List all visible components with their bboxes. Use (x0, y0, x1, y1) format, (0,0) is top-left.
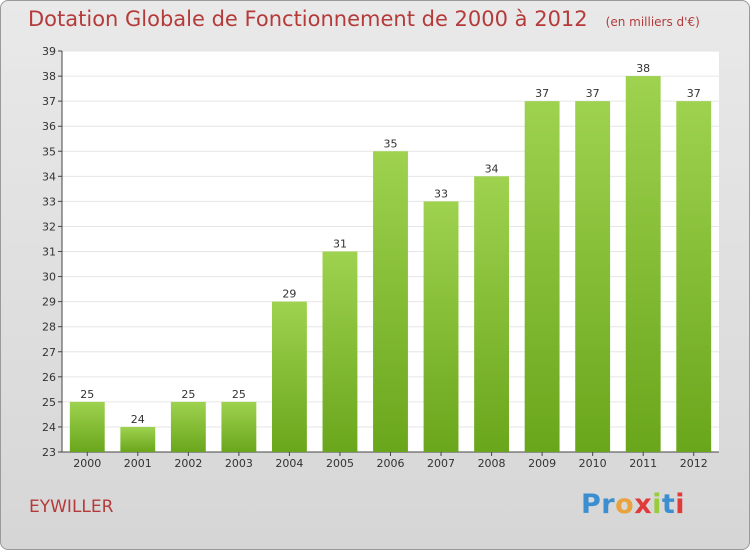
x-tick-label: 2011 (629, 457, 657, 470)
y-tick-label: 23 (42, 446, 56, 459)
chart-title-text: Dotation Globale de Fonctionnement de 20… (28, 7, 588, 31)
bar (373, 151, 408, 452)
x-tick-label: 2003 (225, 457, 253, 470)
chart-title: Dotation Globale de Fonctionnement de 20… (28, 7, 700, 31)
bar (524, 101, 560, 452)
chart-subtitle: (en milliers d'€) (605, 15, 700, 29)
bar-value-label: 35 (384, 137, 398, 150)
logo-letter: x (634, 489, 653, 520)
y-tick-label: 27 (42, 346, 56, 359)
y-tick-label: 32 (42, 220, 56, 233)
y-tick-label: 39 (42, 45, 56, 58)
bar (170, 401, 206, 452)
town-name: EYWILLER (29, 497, 114, 517)
x-tick-label: 2005 (326, 457, 354, 470)
x-tick-label: 2012 (680, 457, 708, 470)
bar (69, 401, 105, 452)
y-tick-label: 28 (42, 321, 56, 334)
y-tick-label: 37 (42, 95, 56, 108)
x-tick-label: 2008 (478, 457, 506, 470)
bar (575, 101, 611, 452)
x-tick-label: 2007 (427, 457, 455, 470)
logo-letter: i (675, 489, 686, 520)
y-tick-label: 38 (42, 70, 56, 83)
bar-value-label: 25 (80, 388, 94, 401)
bar (322, 251, 358, 452)
logo-letter: P (581, 489, 602, 520)
y-tick-label: 30 (42, 271, 56, 284)
bar-value-label: 29 (282, 288, 296, 301)
bar-value-label: 33 (434, 187, 448, 200)
bar (474, 176, 510, 452)
y-tick-label: 29 (42, 296, 56, 309)
bar-value-label: 24 (131, 413, 145, 426)
y-tick-label: 25 (42, 396, 56, 409)
x-tick-label: 2000 (73, 457, 101, 470)
bar-value-label: 37 (687, 87, 701, 100)
bar-value-label: 25 (181, 388, 195, 401)
logo-letter: t (661, 489, 676, 520)
bar (221, 401, 257, 452)
bar-value-label: 38 (636, 62, 650, 75)
bar (271, 301, 307, 452)
y-tick-label: 33 (42, 195, 56, 208)
x-tick-label: 2006 (377, 457, 405, 470)
x-tick-label: 2010 (579, 457, 607, 470)
y-tick-label: 24 (42, 421, 56, 434)
y-tick-label: 26 (42, 371, 56, 384)
bar-value-label: 37 (535, 87, 549, 100)
y-tick-label: 36 (42, 120, 56, 133)
y-tick-label: 35 (42, 145, 56, 158)
logo-letter: r (601, 489, 616, 520)
bar-value-label: 31 (333, 238, 347, 251)
y-tick-label: 34 (42, 170, 56, 183)
bar (676, 101, 712, 452)
x-tick-label: 2001 (124, 457, 152, 470)
y-tick-label: 31 (42, 246, 56, 259)
bar (625, 76, 661, 452)
bar (120, 426, 156, 452)
bar-value-label: 34 (485, 162, 499, 175)
x-tick-label: 2004 (275, 457, 303, 470)
x-tick-label: 2009 (528, 457, 556, 470)
x-tick-label: 2002 (174, 457, 202, 470)
logo-letter: i (652, 489, 662, 520)
proxiti-logo: Proxiti (581, 489, 685, 520)
bar-value-label: 25 (232, 388, 246, 401)
logo-letter: o (615, 489, 635, 520)
bar (423, 201, 459, 452)
bar-value-label: 37 (586, 87, 600, 100)
